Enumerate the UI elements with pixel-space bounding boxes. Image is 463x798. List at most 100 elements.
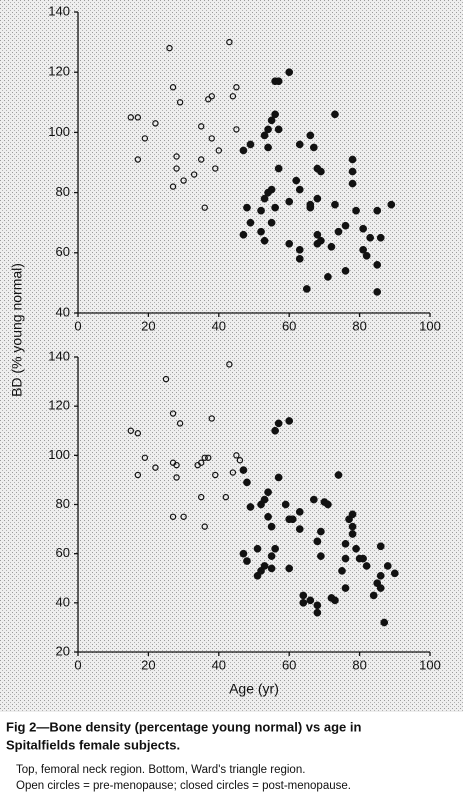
closed-point	[373, 288, 382, 296]
open-point	[127, 114, 134, 121]
open-point	[169, 513, 177, 520]
caption-title: Spitalfields female subjects.	[6, 737, 180, 752]
closed-point	[352, 544, 360, 553]
closed-point	[387, 200, 396, 209]
open-point	[197, 459, 205, 466]
y-tick-label: 60	[56, 545, 70, 560]
closed-point	[246, 503, 255, 511]
closed-point	[309, 143, 318, 152]
closed-point	[309, 495, 318, 504]
closed-point	[264, 488, 272, 497]
open-point	[208, 135, 215, 142]
closed-point	[348, 179, 357, 188]
closed-point	[313, 608, 322, 617]
open-point	[215, 147, 222, 154]
open-point	[201, 454, 208, 461]
caption-note: Top, femoral neck region. Bottom, Ward's…	[16, 764, 305, 776]
open-point	[233, 452, 240, 459]
y-tick-label: 40	[56, 304, 70, 319]
x-tick-label: 0	[74, 657, 81, 672]
closed-point	[295, 525, 304, 533]
closed-point	[352, 206, 360, 215]
open-point	[236, 457, 244, 464]
closed-point	[264, 125, 272, 134]
y-tick-label: 40	[56, 594, 70, 609]
closed-point	[274, 125, 283, 134]
closed-point	[376, 542, 385, 551]
closed-point	[317, 527, 325, 536]
closed-point	[260, 562, 269, 570]
open-point	[173, 461, 180, 469]
closed-point	[295, 254, 304, 263]
closed-point	[359, 224, 367, 233]
closed-point	[271, 203, 279, 212]
closed-point	[281, 500, 290, 509]
closed-point	[334, 227, 343, 236]
open-point	[169, 410, 177, 417]
open-point	[233, 84, 240, 91]
open-point	[173, 165, 180, 172]
closed-point	[295, 245, 304, 254]
closed-point	[285, 68, 294, 77]
closed-point	[260, 495, 269, 504]
closed-point	[376, 584, 385, 592]
closed-point	[260, 131, 269, 140]
closed-point	[306, 596, 315, 605]
open-point	[176, 420, 184, 427]
closed-point	[341, 554, 350, 563]
x-tick-label: 20	[141, 318, 155, 333]
x-tick-label: 80	[352, 318, 366, 333]
open-point	[233, 126, 240, 133]
open-point	[197, 156, 205, 163]
open-point	[173, 474, 180, 481]
closed-point	[348, 167, 357, 176]
x-tick-label: 100	[419, 318, 441, 333]
open-point	[169, 84, 177, 91]
closed-point	[331, 110, 339, 119]
y-tick-label: 140	[48, 348, 70, 363]
y-tick-label: 140	[48, 3, 70, 18]
closed-point	[260, 194, 269, 203]
closed-point	[359, 554, 367, 563]
closed-point	[243, 203, 251, 212]
closed-point	[306, 131, 315, 140]
closed-point	[338, 567, 346, 575]
closed-point	[274, 473, 283, 482]
open-point	[229, 469, 237, 476]
closed-point	[267, 522, 276, 531]
open-point	[212, 471, 219, 479]
x-tick-label: 60	[282, 657, 296, 672]
x-tick-label: 0	[74, 318, 81, 333]
closed-point	[317, 236, 325, 245]
closed-point	[313, 601, 322, 610]
closed-point	[239, 146, 248, 155]
closed-point	[274, 77, 283, 86]
closed-point	[369, 591, 378, 600]
open-point	[134, 114, 142, 121]
closed-point	[285, 239, 294, 248]
closed-point	[331, 596, 339, 605]
closed-point	[390, 569, 399, 578]
closed-point	[313, 230, 322, 239]
open-point	[166, 44, 173, 52]
open-point	[169, 183, 177, 190]
closed-point	[376, 571, 385, 580]
y-tick-label: 80	[56, 184, 70, 199]
open-point	[190, 171, 198, 178]
y-axis-label: BD (% young normal)	[9, 263, 25, 397]
open-point	[152, 120, 159, 127]
closed-point	[267, 116, 276, 125]
open-point	[226, 38, 233, 46]
x-axis-label: Age (yr)	[229, 681, 279, 697]
closed-point	[362, 251, 371, 260]
closed-point	[341, 584, 350, 592]
open-point	[173, 153, 180, 160]
closed-point	[373, 206, 382, 215]
closed-point	[295, 185, 304, 194]
closed-point	[271, 426, 279, 435]
closed-point	[271, 110, 279, 119]
closed-point	[348, 522, 357, 531]
y-tick-label: 80	[56, 496, 70, 511]
caption-note: Open circles = pre-menopause; closed cir…	[16, 780, 351, 792]
